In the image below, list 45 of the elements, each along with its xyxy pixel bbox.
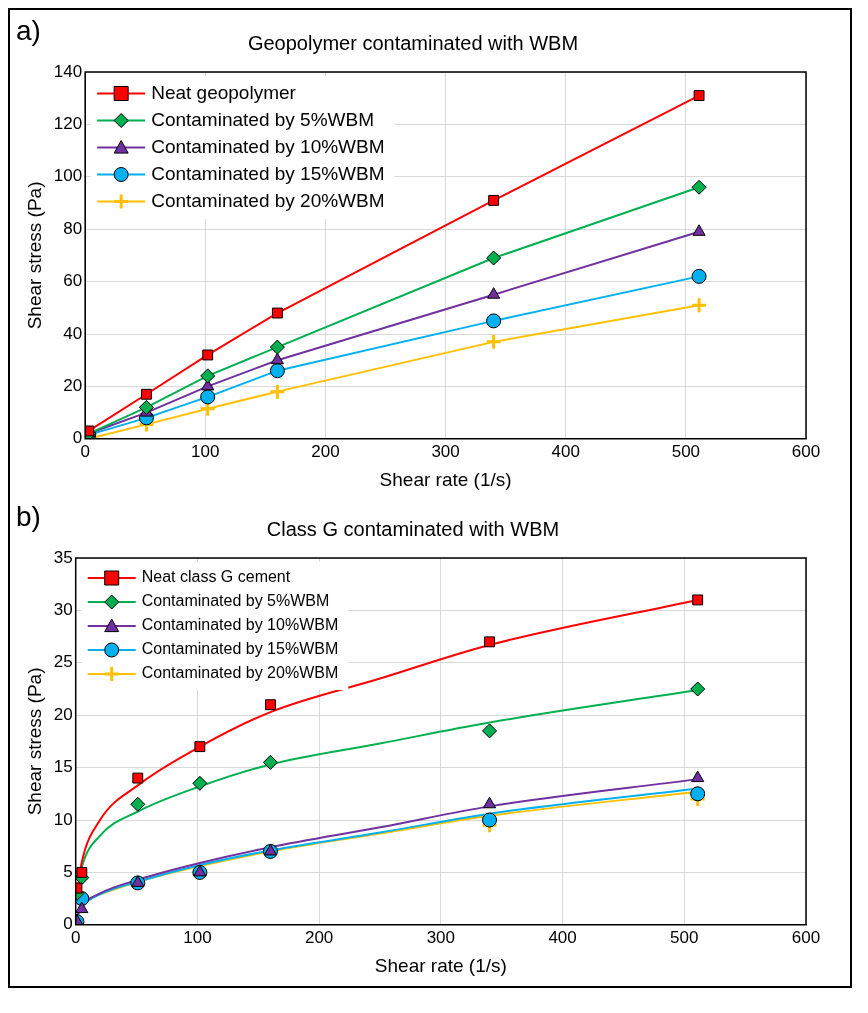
x-tick-label: 100 bbox=[191, 441, 220, 461]
legend-label: Contaminated by 10%WBM bbox=[151, 135, 385, 157]
y-tick-label: 80 bbox=[63, 218, 83, 238]
y-tick-label: 5 bbox=[63, 862, 73, 882]
y-tick-label: 0 bbox=[63, 914, 73, 934]
x-tick-label: 500 bbox=[671, 441, 701, 461]
y-axis-title: Shear stress (Pa) bbox=[23, 181, 45, 330]
legend-label: Neat geopolymer bbox=[151, 81, 297, 103]
x-tick-label: 100 bbox=[183, 927, 212, 947]
x-axis-title: Shear rate (1/s) bbox=[374, 954, 507, 976]
x-tick-label: 300 bbox=[426, 927, 456, 947]
x-tick-label: 400 bbox=[548, 927, 577, 947]
legend-label: Contaminated by 5%WBM bbox=[141, 592, 330, 610]
y-tick-label: 35 bbox=[53, 547, 73, 567]
y-tick-label: 60 bbox=[63, 271, 83, 291]
chart-title: Geopolymer contaminated with WBM bbox=[247, 31, 579, 54]
y-tick-label: 20 bbox=[53, 704, 73, 724]
x-tick-label: 600 bbox=[791, 441, 821, 461]
y-tick-label: 10 bbox=[53, 809, 73, 829]
text: b) bbox=[16, 500, 41, 532]
legend-label: Contaminated by 20%WBM bbox=[141, 664, 339, 682]
x-tick-label: 200 bbox=[311, 441, 340, 461]
text: a) bbox=[16, 14, 41, 46]
y-tick-label: 120 bbox=[53, 114, 83, 134]
legend-label: Contaminated by 15%WBM bbox=[151, 162, 385, 184]
x-axis-title: Shear rate (1/s) bbox=[379, 468, 512, 490]
y-tick-label: 20 bbox=[63, 376, 83, 396]
legend-label: Contaminated by 20%WBM bbox=[151, 189, 385, 211]
y-tick-label: 140 bbox=[53, 61, 83, 81]
legend-label: Neat class G cement bbox=[141, 568, 291, 586]
y-axis-title: Shear stress (Pa) bbox=[23, 667, 45, 816]
y-tick-label: 100 bbox=[53, 166, 83, 186]
y-tick-label: 30 bbox=[53, 600, 73, 620]
chart-title: Class G contaminated with WBM bbox=[266, 517, 560, 540]
x-tick-label: 400 bbox=[551, 441, 580, 461]
x-tick-label: 300 bbox=[431, 441, 460, 461]
y-tick-label: 40 bbox=[63, 323, 83, 343]
x-tick-label: 200 bbox=[304, 927, 334, 947]
x-tick-label: 600 bbox=[791, 927, 821, 947]
legend-label: Contaminated by 15%WBM bbox=[141, 640, 339, 658]
legend-label: Contaminated by 5%WBM bbox=[151, 108, 374, 130]
x-tick-label: 500 bbox=[670, 927, 699, 947]
y-tick-label: 25 bbox=[53, 652, 73, 672]
y-tick-label: 15 bbox=[53, 757, 73, 777]
legend-label: Contaminated by 10%WBM bbox=[141, 616, 339, 634]
